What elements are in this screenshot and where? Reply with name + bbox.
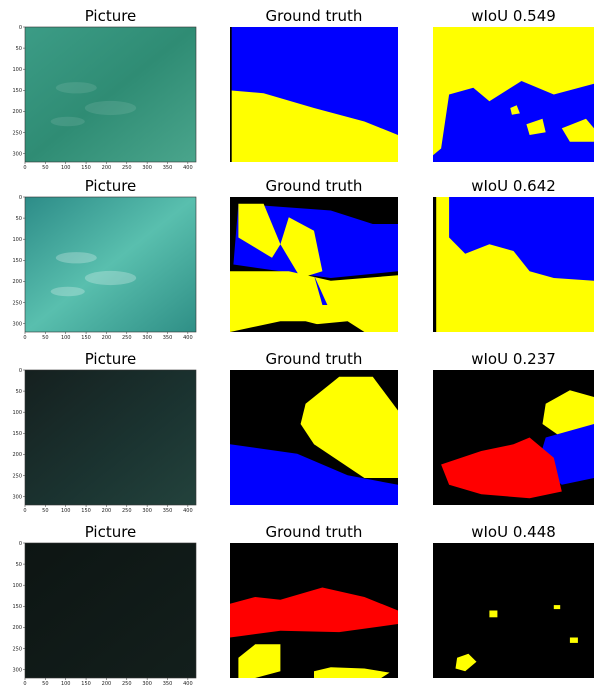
x-tick-label: 0: [23, 681, 26, 687]
y-tick-label: 150: [12, 604, 22, 610]
x-tick-label: 150: [81, 681, 91, 687]
mask-region: [230, 271, 398, 332]
y-tick-label: 300: [12, 667, 22, 673]
x-tick-label: 350: [163, 681, 173, 687]
panel-title: Ground truth: [266, 523, 363, 541]
mask-region: [489, 611, 497, 618]
y-tick-label: 50: [16, 46, 22, 52]
x-tick-label: 400: [183, 335, 193, 341]
x-tick-label: 350: [163, 508, 173, 514]
figure: Picture Ground truth wIoU 0.549 0 50 100 150 20…: [0, 0, 594, 693]
x-tick-label: 50: [42, 165, 48, 171]
panel-title: wIoU 0.237: [471, 350, 556, 368]
x-tick-label: 250: [122, 681, 132, 687]
x-tick-label: 150: [81, 165, 91, 171]
y-tick-label: 300: [12, 494, 22, 500]
picture: [25, 370, 196, 505]
x-tick-label: 50: [42, 508, 48, 514]
prediction-mask: [433, 543, 594, 678]
figure-row: Picture Ground truth wIoU 0.549 0 50 100 150 20…: [12, 7, 594, 171]
picture: [25, 543, 196, 678]
mask-region: [230, 27, 232, 162]
panel-title: wIoU 0.549: [471, 7, 556, 25]
figure-row: Picture Ground truth wIoU 0.642 0 50 100 150 20…: [12, 177, 594, 341]
panel-title: Ground truth: [266, 7, 363, 25]
panel-title: Ground truth: [266, 177, 363, 195]
x-tick-label: 50: [42, 335, 48, 341]
y-tick-label: 200: [12, 625, 22, 631]
x-tick-label: 50: [42, 681, 48, 687]
panel-title: wIoU 0.448: [471, 523, 556, 541]
y-tick-label: 0: [19, 25, 22, 31]
y-tick-label: 150: [12, 258, 22, 264]
panel-title: Picture: [85, 7, 137, 25]
mask-region: [570, 638, 578, 643]
x-tick-label: 100: [61, 335, 71, 341]
panel-title: Picture: [85, 350, 137, 368]
x-tick-label: 0: [23, 508, 26, 514]
y-tick-label: 250: [12, 130, 22, 136]
y-tick-label: 0: [19, 541, 22, 547]
x-tick-label: 400: [183, 681, 193, 687]
cloud: [51, 287, 85, 296]
x-tick-label: 100: [61, 508, 71, 514]
mask-region: [554, 605, 560, 609]
x-tick-label: 200: [102, 335, 112, 341]
cloud: [85, 271, 136, 285]
picture: [25, 27, 196, 162]
y-tick-label: 200: [12, 109, 22, 115]
y-tick-label: 100: [12, 67, 22, 73]
y-tick-label: 100: [12, 237, 22, 243]
x-tick-label: 0: [23, 165, 26, 171]
y-tick-label: 50: [16, 389, 22, 395]
x-tick-label: 300: [142, 335, 152, 341]
x-tick-label: 400: [183, 165, 193, 171]
x-tick-label: 250: [122, 508, 132, 514]
y-tick-label: 300: [12, 321, 22, 327]
x-tick-label: 200: [102, 508, 112, 514]
picture: [25, 197, 196, 332]
panel-title: Picture: [85, 523, 137, 541]
x-tick-label: 100: [61, 165, 71, 171]
y-tick-label: 100: [12, 410, 22, 416]
x-tick-label: 100: [61, 681, 71, 687]
panel-title: wIoU 0.642: [471, 177, 556, 195]
y-tick-label: 200: [12, 279, 22, 285]
x-tick-label: 0: [23, 335, 26, 341]
y-tick-label: 200: [12, 452, 22, 458]
y-tick-label: 250: [12, 473, 22, 479]
x-tick-label: 400: [183, 508, 193, 514]
mask-region: [433, 197, 436, 332]
figure-row: Picture Ground truth wIoU 0.448 0 50 100 150 20…: [12, 523, 594, 687]
y-tick-label: 50: [16, 216, 22, 222]
x-tick-label: 150: [81, 335, 91, 341]
y-tick-label: 100: [12, 583, 22, 589]
x-tick-label: 150: [81, 508, 91, 514]
cloud: [56, 252, 97, 263]
x-tick-label: 350: [163, 335, 173, 341]
y-tick-label: 50: [16, 562, 22, 568]
x-tick-label: 250: [122, 165, 132, 171]
x-tick-label: 300: [142, 165, 152, 171]
y-tick-label: 250: [12, 646, 22, 652]
cloud: [85, 101, 136, 115]
y-tick-label: 300: [12, 151, 22, 157]
panel-title: Picture: [85, 177, 137, 195]
y-tick-label: 0: [19, 368, 22, 374]
x-tick-label: 350: [163, 165, 173, 171]
cloud: [56, 82, 97, 93]
x-tick-label: 250: [122, 335, 132, 341]
cloud: [51, 117, 85, 126]
figure-row: Picture Ground truth wIoU 0.237 0 50 100 150 20…: [12, 350, 594, 514]
x-tick-label: 200: [102, 681, 112, 687]
x-tick-label: 300: [142, 508, 152, 514]
x-tick-label: 200: [102, 165, 112, 171]
y-tick-label: 150: [12, 88, 22, 94]
x-tick-label: 300: [142, 681, 152, 687]
panel-title: Ground truth: [266, 350, 363, 368]
y-tick-label: 150: [12, 431, 22, 437]
y-tick-label: 250: [12, 300, 22, 306]
y-tick-label: 0: [19, 195, 22, 201]
